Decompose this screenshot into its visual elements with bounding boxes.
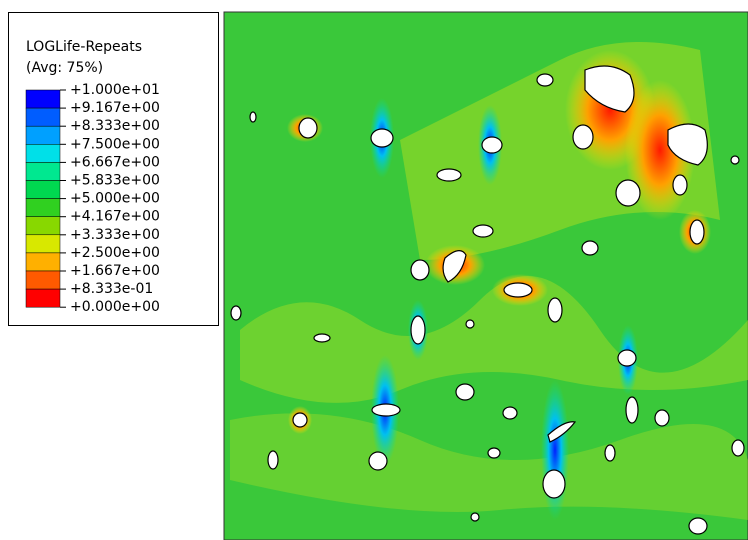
hole	[230, 305, 242, 321]
hole	[410, 259, 430, 281]
hole	[370, 128, 394, 148]
hole	[470, 512, 480, 522]
color-swatch	[25, 125, 61, 145]
holes	[230, 65, 745, 535]
halo	[541, 380, 569, 520]
hole	[536, 73, 554, 87]
legend-label: +5.833e+00	[70, 173, 160, 189]
color-swatch	[25, 180, 61, 199]
hole	[617, 349, 637, 367]
hole	[581, 240, 599, 256]
hole	[472, 224, 494, 238]
hole	[689, 219, 705, 245]
hole	[487, 447, 501, 459]
color-swatch	[25, 216, 61, 236]
hole	[503, 282, 533, 298]
hole	[292, 412, 308, 428]
field-band	[230, 413, 748, 520]
hole	[542, 469, 566, 499]
hole	[313, 333, 331, 343]
hole	[267, 450, 279, 470]
hole	[502, 406, 518, 420]
legend-label: +4.167e+00	[70, 209, 160, 225]
legend-label: +8.333e+00	[70, 118, 160, 134]
legend-label: +6.667e+00	[70, 154, 160, 170]
hole	[730, 155, 740, 165]
hole	[731, 439, 745, 457]
color-scale: +1.000e+01 +9.167e+00 +8.333e+00 +7.500e+00…	[25, 82, 160, 315]
legend-subtitle: (Avg: 75%)	[26, 60, 103, 76]
hole	[436, 168, 462, 182]
contour-plot	[223, 11, 748, 540]
hole	[455, 383, 475, 401]
legend-label: +1.000e+01	[70, 82, 160, 98]
color-swatch	[25, 107, 61, 127]
legend-label: +0.000e+00	[70, 299, 160, 315]
color-swatch	[25, 162, 61, 181]
hole	[572, 124, 594, 150]
legend-label: +3.333e+00	[70, 227, 160, 243]
hole	[654, 409, 670, 427]
legend: LOGLife-Repeats (Avg: 75%) +1.000e+01 +9.…	[8, 12, 219, 326]
legend-title: LOGLife-Repeats	[26, 39, 142, 55]
hole	[584, 65, 635, 113]
hole	[615, 179, 641, 207]
hole	[547, 421, 577, 443]
hole	[625, 396, 639, 424]
hole	[672, 174, 688, 196]
hole	[298, 117, 318, 139]
legend-label: +5.000e+00	[70, 191, 160, 207]
hole	[604, 444, 616, 462]
hole	[249, 111, 257, 123]
color-swatch	[25, 198, 61, 217]
hole	[371, 403, 401, 417]
hole	[410, 315, 426, 345]
hole	[368, 451, 388, 471]
legend-label: +1.667e+00	[70, 263, 160, 279]
hole	[481, 136, 503, 154]
hole	[547, 297, 563, 323]
hole	[465, 319, 475, 329]
color-swatch	[25, 144, 61, 163]
color-swatch	[25, 270, 61, 290]
color-swatch	[25, 89, 61, 109]
color-swatch	[25, 252, 61, 272]
color-swatch	[25, 288, 61, 308]
color-swatch	[25, 234, 61, 254]
legend-label: +8.333e-01	[70, 281, 153, 297]
hole	[442, 250, 467, 283]
legend-label: +7.500e+00	[70, 136, 160, 152]
hole	[667, 123, 708, 166]
legend-label: +2.500e+00	[70, 245, 160, 261]
hole	[688, 517, 708, 535]
legend-label: +9.167e+00	[70, 100, 160, 116]
